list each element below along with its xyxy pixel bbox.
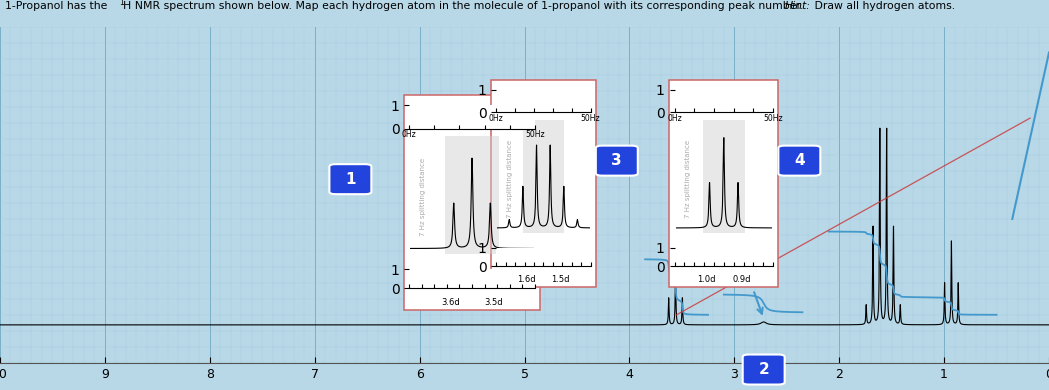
Text: 2: 2 [758, 362, 769, 377]
Text: Draw all hydrogen atoms.: Draw all hydrogen atoms. [811, 1, 955, 11]
Text: 7 Hz splitting distance: 7 Hz splitting distance [420, 158, 426, 236]
Text: 1-Propanol has the: 1-Propanol has the [5, 1, 111, 11]
Text: H NMR spectrum shown below. Map each hydrogen atom in the molecule of 1-propanol: H NMR spectrum shown below. Map each hyd… [123, 1, 807, 11]
Text: 3: 3 [612, 153, 622, 168]
Text: Hint:: Hint: [785, 1, 811, 11]
Text: 0.9d: 0.9d [732, 275, 750, 284]
Text: 1: 1 [120, 0, 124, 7]
Text: 3.5d: 3.5d [485, 298, 504, 307]
Text: 7 Hz splitting distance: 7 Hz splitting distance [507, 139, 513, 218]
Text: 1.5d: 1.5d [551, 275, 570, 284]
Text: 7 Hz splitting distance: 7 Hz splitting distance [685, 139, 691, 218]
Text: 3.6d: 3.6d [441, 298, 459, 307]
Text: 1: 1 [345, 172, 356, 187]
Text: 1.0d: 1.0d [698, 275, 715, 284]
Text: 1.6d: 1.6d [517, 275, 536, 284]
Text: 4: 4 [794, 153, 805, 168]
